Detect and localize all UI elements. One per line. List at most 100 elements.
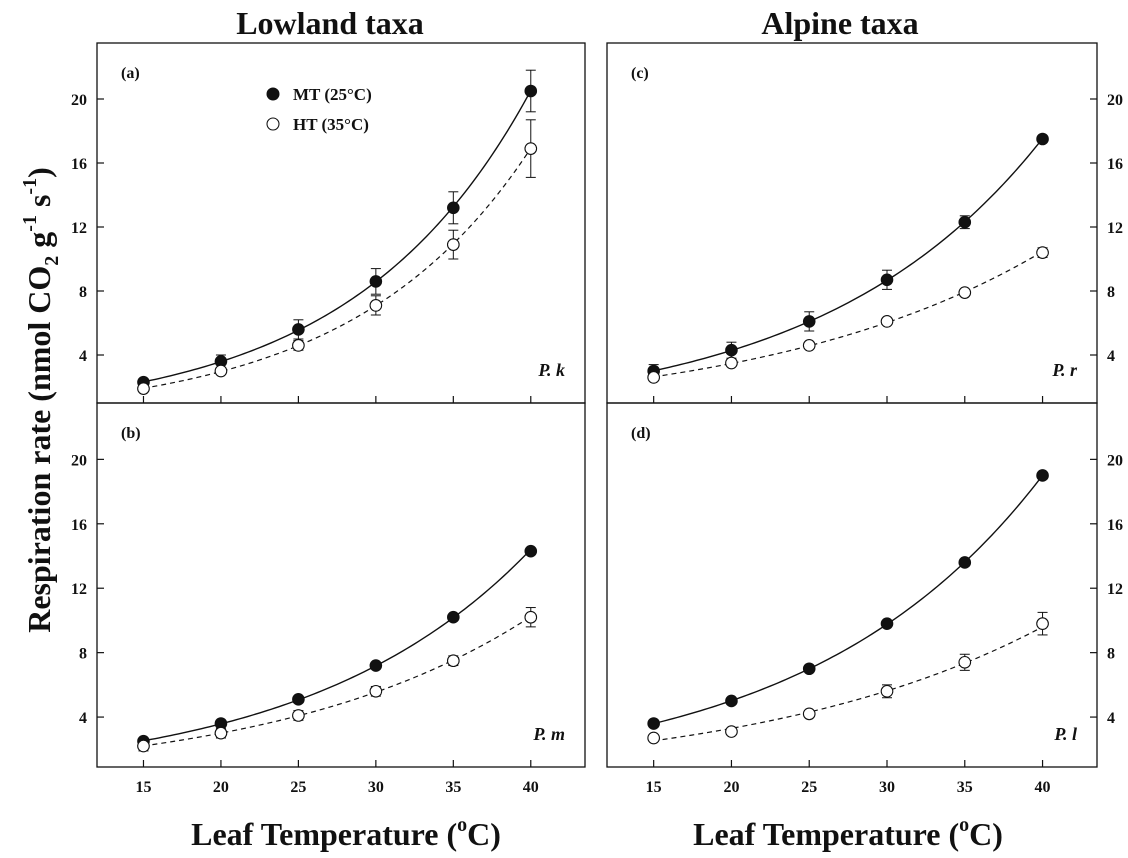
data-point-ht xyxy=(880,315,894,328)
y-tick-label: 8 xyxy=(79,284,87,301)
panel-label: (c) xyxy=(631,65,649,82)
x-tick-label: 30 xyxy=(879,779,895,796)
y-tick-label: 8 xyxy=(1107,646,1115,663)
x-tick-label: 15 xyxy=(646,779,662,796)
y-tick-label: 12 xyxy=(1107,581,1123,598)
x-axis-title-left: Leaf Temperature (oC) xyxy=(191,814,501,852)
y-tick-label: 4 xyxy=(1107,348,1115,365)
data-point-ht xyxy=(446,654,460,668)
x-axis-title-end: C) xyxy=(467,816,501,852)
data-point-ht xyxy=(369,299,383,312)
data-point-ht xyxy=(725,356,738,370)
fit-curve-mt xyxy=(143,90,532,383)
y-tick-label: 4 xyxy=(79,710,87,727)
series-ht xyxy=(137,607,538,753)
series-ht xyxy=(647,246,1049,384)
y-tick-label: 16 xyxy=(1107,156,1123,173)
data-point-ht xyxy=(292,709,305,722)
x-axis-title-right: Leaf Temperature (oC) xyxy=(693,814,1003,852)
fit-curve-ht xyxy=(143,147,532,389)
data-point-mt xyxy=(725,694,738,708)
data-point-ht xyxy=(214,364,228,378)
y-tick-label: 12 xyxy=(71,220,87,237)
data-point-ht xyxy=(369,684,383,698)
data-point-mt xyxy=(1036,469,1049,482)
x-tick-label: 30 xyxy=(368,779,384,796)
y-tick-label: 12 xyxy=(71,581,87,598)
data-point-ht xyxy=(647,731,661,745)
x-tick-label: 35 xyxy=(445,779,461,796)
x-tick-label: 40 xyxy=(523,779,539,796)
y-tick-label: 20 xyxy=(71,452,87,469)
y-tick-label: 12 xyxy=(1107,220,1123,237)
lowland-column-title: Lowland taxa xyxy=(236,5,424,41)
data-point-ht xyxy=(524,142,538,155)
y-axis-title-sup1: -1 xyxy=(19,215,41,232)
y-axis-title-mid: g xyxy=(21,232,57,256)
y-axis-title-sup2: -1 xyxy=(19,178,41,195)
data-point-ht xyxy=(647,371,661,384)
data-point-ht xyxy=(880,684,894,698)
data-point-mt xyxy=(292,323,305,336)
data-point-mt xyxy=(447,201,460,215)
y-axis-title-main: Respiration rate (nmol CO xyxy=(21,266,57,633)
series-mt xyxy=(647,469,1049,730)
taxon-label: P. r xyxy=(1051,360,1078,380)
alpine-column-title: Alpine taxa xyxy=(761,5,918,41)
x-tick-label: 35 xyxy=(957,779,973,796)
x-axis-title-sup: o xyxy=(959,814,969,836)
y-axis-title-end: ) xyxy=(21,167,57,178)
data-point-ht xyxy=(446,238,460,251)
data-point-mt xyxy=(524,84,538,98)
y-tick-label: 16 xyxy=(71,517,87,534)
data-point-mt xyxy=(647,717,660,730)
x-axis-title-main: Leaf Temperature ( xyxy=(191,816,457,852)
data-point-mt xyxy=(958,556,972,569)
x-tick-label: 20 xyxy=(723,779,739,796)
series-ht xyxy=(647,611,1049,745)
x-tick-label: 25 xyxy=(290,779,306,796)
taxon-label: P. l xyxy=(1053,724,1077,744)
data-point-ht xyxy=(137,382,150,395)
data-point-ht xyxy=(802,707,816,721)
data-point-ht xyxy=(802,339,816,352)
y-tick-label: 4 xyxy=(1107,710,1115,727)
legend-marker-mt xyxy=(266,87,280,101)
data-point-mt xyxy=(958,215,972,229)
x-tick-label: 15 xyxy=(135,779,151,796)
x-tick-label: 20 xyxy=(213,779,229,796)
panel-frame xyxy=(606,42,1098,404)
x-tick-label: 25 xyxy=(801,779,817,796)
taxon-label: P. m xyxy=(532,724,565,744)
data-point-ht xyxy=(524,610,538,624)
data-point-ht xyxy=(1036,246,1049,259)
y-axis-title-sub: 2 xyxy=(41,256,63,266)
series-ht xyxy=(137,119,538,395)
y-tick-label: 20 xyxy=(1107,452,1123,469)
data-point-mt xyxy=(369,659,383,672)
data-point-ht xyxy=(958,286,972,299)
y-tick-label: 8 xyxy=(79,646,87,663)
data-point-ht xyxy=(725,725,738,738)
legend-marker-ht xyxy=(266,117,280,131)
legend-label-mt: MT (25°C) xyxy=(293,85,372,104)
taxon-label: P. k xyxy=(537,360,565,380)
panel-d: 15 20 25 30 35 40 4 8 12 16 20 (d) P. l xyxy=(606,402,1123,796)
x-axis-title-sup: o xyxy=(457,814,467,836)
panel-label: (a) xyxy=(121,65,140,82)
data-point-mt xyxy=(524,544,538,558)
y-tick-label: 20 xyxy=(1107,92,1123,109)
x-tick-label: 40 xyxy=(1035,779,1051,796)
data-point-ht xyxy=(137,739,150,753)
data-point-mt xyxy=(1036,132,1049,146)
fit-curve-mt xyxy=(653,474,1044,725)
fit-curve-ht xyxy=(653,626,1043,742)
y-tick-label: 16 xyxy=(1107,517,1123,534)
y-axis-title: Respiration rate (nmol CO2 g-1 s-1) xyxy=(19,167,63,633)
legend-label-ht: HT (35°C) xyxy=(293,115,369,134)
panel-label: (b) xyxy=(121,425,141,442)
y-tick-label: 8 xyxy=(1107,284,1115,301)
data-point-mt xyxy=(369,275,383,288)
data-point-mt xyxy=(802,315,816,328)
